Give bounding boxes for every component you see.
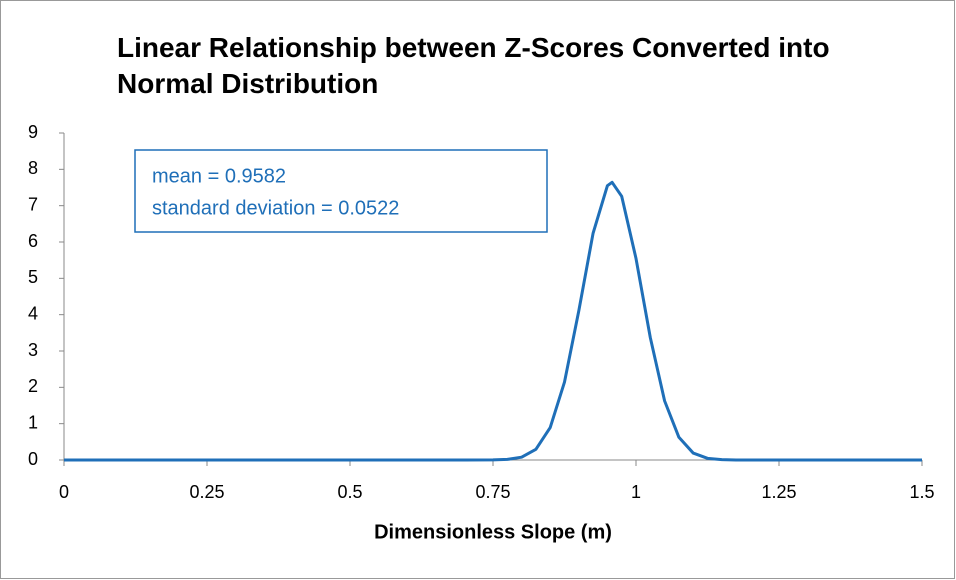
x-tick-label: 0.25 bbox=[189, 482, 224, 502]
annotation-box bbox=[134, 149, 548, 233]
x-tick-label: 1.5 bbox=[909, 482, 934, 502]
x-tick-label: 0 bbox=[59, 482, 69, 502]
annotation-text: standard deviation = 0.0522 bbox=[152, 197, 399, 219]
x-tick-label: 0.75 bbox=[475, 482, 510, 502]
y-tick-label: 3 bbox=[28, 340, 38, 360]
y-tick-label: 2 bbox=[28, 376, 38, 396]
x-axis-label: Dimensionless Slope (m) bbox=[374, 521, 612, 543]
y-tick-label: 6 bbox=[28, 231, 38, 251]
chart-title: Linear Relationship between Z-Scores Con… bbox=[117, 32, 830, 99]
annotation-text: mean = 0.9582 bbox=[152, 165, 286, 187]
x-tick-label: 1 bbox=[631, 482, 641, 502]
y-tick-label: 9 bbox=[28, 122, 38, 142]
data-line bbox=[64, 180, 922, 462]
y-tick-label: 5 bbox=[28, 267, 38, 287]
x-tick-label: 0.5 bbox=[337, 482, 362, 502]
y-tick-label: 7 bbox=[28, 194, 38, 214]
y-tick-label: 4 bbox=[28, 303, 38, 323]
y-tick-label: 0 bbox=[28, 449, 38, 469]
y-tick-label: 8 bbox=[28, 158, 38, 178]
x-tick-label: 1.25 bbox=[761, 482, 796, 502]
y-tick-label: 1 bbox=[28, 412, 38, 432]
